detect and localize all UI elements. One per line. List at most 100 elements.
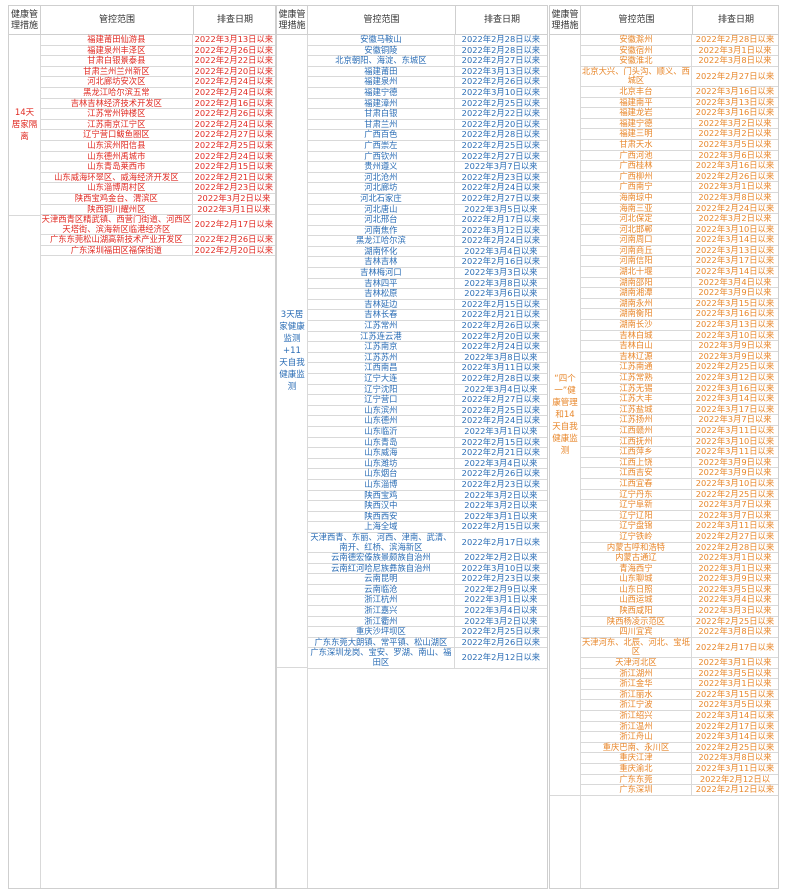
area-cell: 吉林辽源 [581,351,692,362]
table-row: 辽宁阜新 2022年3月7日以来 [581,500,778,511]
area-cell: 吉林松原 [308,289,455,299]
date-cell: 2022年3月1日以来 [464,425,538,436]
date-cell: 2022年3月2日以来 [698,213,772,224]
date-cell: 2022年2月28日以来 [461,44,541,55]
table-row: 辽宁铁岭 2022年2月27日以来 [581,531,778,543]
area-cell: 安徽淮北 [581,56,692,66]
date-cell: 2022年2月22日以来 [194,55,274,66]
date-cell: 2022年2月23日以来 [194,182,274,193]
area-cell: 江西宜春 [581,478,692,489]
table-row: 吉林梅河口 2022年3月3日以来 [308,267,547,279]
date-cell: 2022年2月26日以来 [461,320,541,331]
date-cell: 2022年3月1日以来 [698,181,772,192]
table-row: 山东滨州 2022年2月25日以来 [308,404,547,417]
area-cell: 陕西汉中 [308,501,455,511]
table-row: 浙江嘉兴 2022年3月4日以来 [308,605,547,617]
area-cell: 江苏南京 [308,342,455,352]
area-cell: 浙江宁波 [581,700,692,710]
table-row: 吉林白城 2022年3月10日以来 [581,330,778,342]
area-cell: 广东东莞大朗镇、常平镇、松山湖区 [308,637,455,648]
date-cell: 2022年3月1日以来 [698,562,772,573]
area-cell: 江苏连云港 [308,331,455,342]
area-cell: 江西抚州 [581,436,692,447]
table-row: 福建莆田 2022年3月13日以来 [308,66,547,78]
header-row: 健康管理措施 管控范围 排查日期 [277,5,547,35]
date-cell: 2022年3月11日以来 [695,762,775,773]
area-cell: 广西百色 [308,130,455,140]
date-cell: 2022年3月15日以来 [695,688,775,699]
date-cell: 2022年3月4日以来 [464,457,538,468]
date-cell: 2022年2月25日以来 [461,139,541,150]
area-cell: 湖南衡阳 [581,309,692,320]
area-cell: 黑龙江哈尔滨 [308,236,455,246]
date-cell: 2022年2月25日以来 [461,404,541,415]
area-cell: 河北廊坊安次区 [41,77,193,87]
date-cell: 2022年3月6日以来 [464,288,538,299]
table-row: 内蒙古通辽 2022年3月1日以来 [581,552,778,564]
date-cell: 2022年2月20日以来 [194,65,274,76]
table-row: 江西赣州 2022年3月11日以来 [581,424,778,437]
area-cell: 福建莆田 [308,66,455,77]
table-row: 山东潍坊 2022年3月4日以来 [308,457,547,470]
date-cell: 2022年2月24日以来 [194,150,274,161]
table-row: 陕西杨凌示范区 2022年2月25日以来 [581,616,778,628]
area-cell: 辽宁沈阳 [308,384,455,395]
table-row: 吉林长春 2022年2月21日以来 [308,310,547,322]
area-cell: 云南德宏傣族景颇族自治州 [308,552,455,563]
area-cell: 江苏常熟 [581,372,692,383]
date-cell: 2022年2月27日以来 [461,192,541,203]
area-cell: 陕西铜川耀州区 [41,204,193,215]
date-cell: 2022年3月11日以来 [695,446,775,457]
table-row: 云南德宏傣族景颇族自治州 2022年2月2日以来 [308,552,547,564]
area-cell: 河北廊坊 [308,183,455,193]
area-cell: 山东日照 [581,584,692,595]
table-row: 广西桂林 2022年3月16日以来 [581,161,778,172]
date-cell: 2022年3月5日以来 [698,138,772,149]
table-row: 天津西青、东丽、河西、津南、武清、南开、红桥、滨海新区 2022年2月17日以来 [308,532,547,554]
area-cell: 辽宁营口鲅鱼圈区 [41,130,193,140]
table-row: 江苏南通 2022年2月25日以来 [581,362,778,373]
table-row: 云南红河哈尼族彝族自治州 2022年3月10日以来 [308,563,547,575]
area-cell: 浙江舟山 [581,732,692,742]
table-row: 广东东莞 2022年2月12日以 [581,774,778,786]
date-cell: 2022年2月26日以来 [461,76,541,87]
table-row: 北京朝阳、海淀、东城区 2022年2月27日以来 [308,56,547,67]
area-cell: 浙江嘉兴 [308,605,455,616]
date-cell: 2022年2月16日以来 [461,256,541,267]
area-cell: 山东滨州阳信县 [41,140,193,151]
table-row: 浙江丽水 2022年3月15日以来 [581,688,778,701]
date-cell: 2022年3月14日以来 [695,710,775,720]
date-cell: 2022年3月4日以来 [464,245,538,256]
area-cell: 云南红河哈尼族彝族自治州 [308,563,455,574]
date-cell: 2022年2月26日以来 [461,636,541,647]
area-cell: 山东淄博周村区 [41,183,193,193]
rows: 安徽滁州 2022年2月28日以来 安徽宿州 2022年3月1日以来 安徽淮北 2022年… [581,34,778,888]
area-cell: 山东德州 [308,416,455,426]
table-row: 江苏盐城 2022年3月17日以来 [581,404,778,416]
area-cell: 江苏扬州 [581,415,692,425]
area-cell: 甘肃白银景泰县 [41,56,193,66]
table-row: 吉林延边 2022年2月15日以来 [308,298,547,311]
table-row: 浙江杭州 2022年3月1日以来 [308,595,547,607]
date-cell: 2022年2月27日以来 [695,70,775,81]
area-cell: 吉林白城 [581,330,692,341]
area-cell: 陕西宝鸡 [308,490,455,501]
date-cell: 2022年3月14日以来 [695,731,775,742]
date-cell: 2022年3月11日以来 [695,424,775,435]
date-cell: 2022年3月15日以来 [695,297,775,308]
date-cell: 2022年2月15日以来 [461,298,541,309]
date-cell: 2022年2月24日以来 [461,235,541,246]
date-cell: 2022年3月2日以来 [197,192,271,203]
area-cell: 广西河池 [581,150,692,161]
date-cell: 2022年3月5日以来 [698,699,772,710]
date-cell: 2022年3月1日以来 [698,678,772,689]
area-cell: 浙江温州 [581,721,692,732]
date-cell: 2022年3月3日以来 [464,267,538,278]
table-row: 陕西铜川耀州区 2022年3月1日以来 [41,204,275,216]
table-row: 河北邢台 2022年2月17日以来 [308,214,547,226]
date-cell: 2022年3月2日以来 [698,117,772,128]
area-cell: 甘肃白银 [308,109,455,119]
area-cell: 山东淄博 [308,479,455,490]
table-row: 湖南怀化 2022年3月4日以来 [308,245,547,258]
